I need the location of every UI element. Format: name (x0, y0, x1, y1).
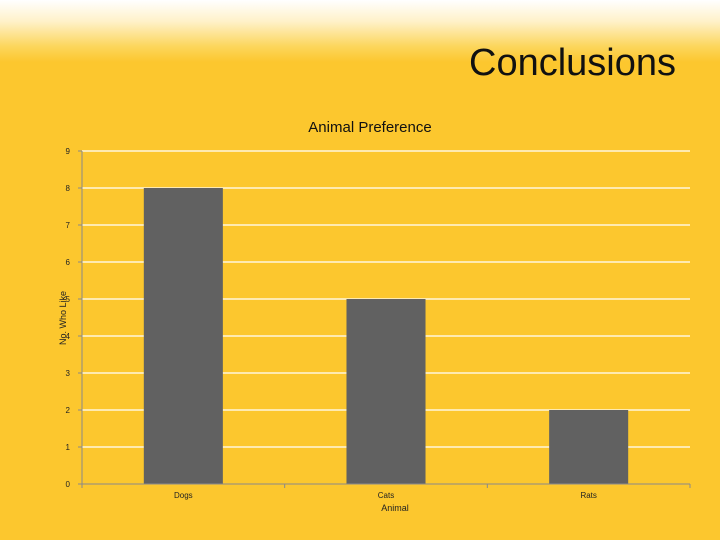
bars (143, 188, 629, 484)
y-tick-label: 1 (66, 443, 71, 452)
slide-title: Conclusions (469, 42, 676, 84)
y-axis-label: No. Who Like (58, 291, 68, 345)
x-tick-label: Rats (580, 491, 596, 500)
x-tick-labels: Dogs Cats Rats (81, 484, 691, 500)
y-tick-label: 5 (66, 295, 71, 304)
bar-dogs (143, 188, 223, 484)
y-tick-label: 9 (66, 147, 71, 156)
chart-title: Animal Preference (308, 119, 431, 136)
y-tick-label: 3 (66, 369, 71, 378)
y-tick-label: 8 (66, 184, 71, 193)
y-tick-labels: 0 1 2 3 4 5 6 7 8 9 (66, 147, 82, 489)
y-tick-label: 6 (66, 258, 71, 267)
slide-header-glow (0, 0, 720, 62)
bar-rats (549, 410, 629, 484)
y-tick-label: 0 (66, 480, 71, 489)
bar-cats (346, 299, 426, 484)
y-tick-label: 2 (66, 406, 71, 415)
y-tick-label: 4 (66, 332, 71, 341)
x-tick-label: Cats (378, 491, 394, 500)
x-axis-label: Animal (381, 503, 409, 513)
y-tick-label: 7 (66, 221, 71, 230)
x-tick-label: Dogs (174, 491, 193, 500)
